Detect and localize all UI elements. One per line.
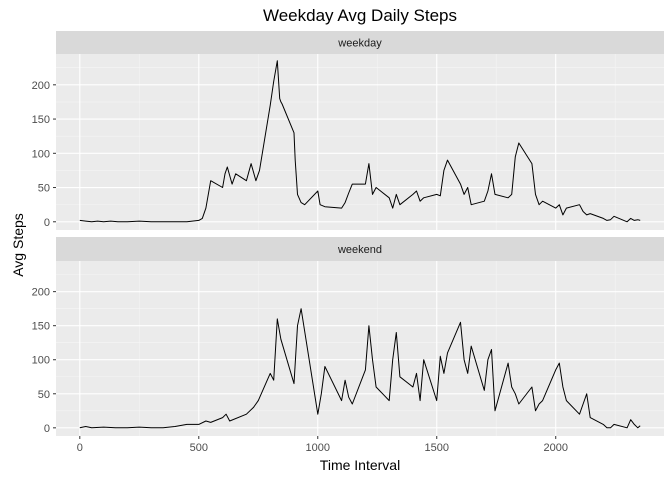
y-tick-label: 200 — [32, 80, 50, 92]
x-tick-label: 2000 — [543, 442, 567, 454]
x-axis-title: Time Interval — [320, 457, 400, 473]
y-tick-label: 100 — [32, 148, 50, 160]
y-axis-title: Avg Steps — [10, 213, 26, 277]
x-tick-label: 1000 — [306, 442, 330, 454]
series-line-weekday — [79, 60, 641, 223]
y-tick-label: 50 — [38, 183, 50, 195]
series-line-weekend — [79, 308, 641, 429]
panel-weekend: weekend 0 50 100 150 200 — [32, 237, 664, 436]
y-tick-label: 150 — [32, 114, 50, 126]
strip-weekend — [56, 237, 664, 261]
x-tick-label: 0 — [77, 442, 83, 454]
y-axis-weekday: 0 50 100 150 200 — [32, 80, 56, 229]
strip-label-weekday: weekday — [337, 38, 382, 50]
strip-weekday — [56, 31, 664, 54]
panel-background-weekday — [56, 54, 664, 230]
strip-label-weekend: weekend — [337, 244, 382, 256]
y-tick-label: 200 — [32, 287, 50, 299]
y-axis-weekend: 0 50 100 150 200 — [32, 287, 56, 435]
x-axis: 0 500 1000 1500 2000 — [77, 436, 568, 454]
y-tick-label: 150 — [32, 321, 50, 333]
y-tick-label: 100 — [32, 355, 50, 367]
panel-background-weekend — [56, 261, 664, 436]
chart-title: Weekday Avg Daily Steps — [263, 6, 457, 25]
y-tick-label: 0 — [44, 423, 50, 435]
x-tick-label: 500 — [190, 442, 208, 454]
panel-weekday: weekday 0 50 100 150 200 — [32, 31, 664, 230]
y-tick-label: 0 — [44, 217, 50, 229]
x-tick-label: 1500 — [425, 442, 449, 454]
gridlines-weekday — [56, 54, 664, 230]
y-tick-label: 50 — [38, 389, 50, 401]
